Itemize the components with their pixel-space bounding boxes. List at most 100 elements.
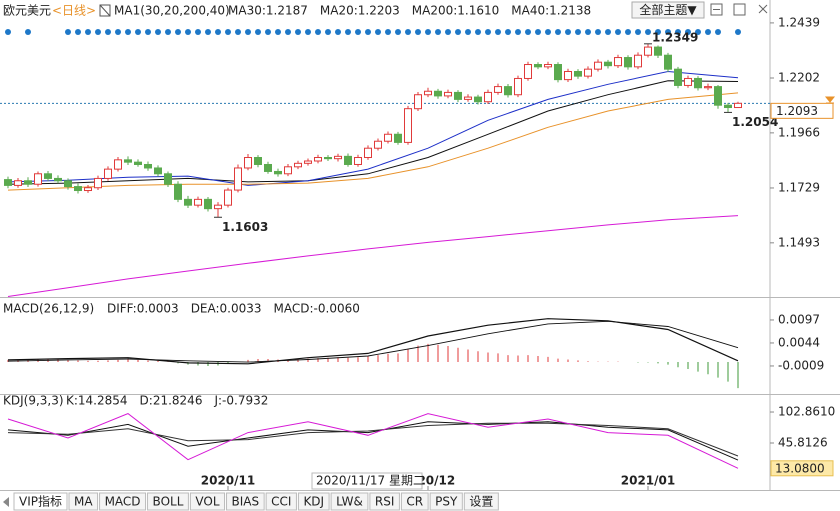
event-dot[interactable] (285, 29, 291, 35)
scroll-left[interactable] (3, 497, 9, 507)
event-dot[interactable] (225, 29, 231, 35)
candle-body (74, 186, 82, 192)
restore-button[interactable] (733, 3, 746, 16)
legend-label: DIFF:0.0003 (107, 302, 179, 316)
event-dot[interactable] (655, 29, 661, 35)
event-dot[interactable] (455, 29, 461, 35)
event-dot[interactable] (5, 29, 11, 35)
event-dot[interactable] (165, 29, 171, 35)
event-dot[interactable] (495, 29, 501, 35)
event-dot[interactable] (605, 29, 611, 35)
event-dot[interactable] (405, 29, 411, 35)
event-dot[interactable] (175, 29, 181, 35)
toolbar-tab[interactable] (226, 492, 265, 511)
event-dot[interactable] (715, 29, 721, 35)
event-dot[interactable] (265, 29, 271, 35)
event-dot[interactable] (385, 29, 391, 35)
event-dot[interactable] (145, 29, 151, 35)
event-dot[interactable] (675, 29, 681, 35)
toolbar-tab[interactable] (330, 492, 369, 511)
event-dot[interactable] (545, 29, 551, 35)
event-dot[interactable] (595, 29, 601, 35)
toolbar-tab[interactable] (68, 492, 99, 511)
event-dot[interactable] (155, 29, 161, 35)
event-dot[interactable] (25, 29, 31, 35)
event-dot[interactable] (245, 29, 251, 35)
toolbar-tab[interactable] (297, 492, 330, 511)
event-dot[interactable] (185, 29, 191, 35)
event-dot[interactable] (645, 29, 651, 35)
event-dot[interactable] (625, 29, 631, 35)
event-dot[interactable] (665, 29, 671, 35)
event-dot[interactable] (115, 29, 121, 35)
event-dot[interactable] (295, 29, 301, 35)
event-dot[interactable] (415, 29, 421, 35)
candle-body (44, 173, 52, 179)
event-dot[interactable] (485, 29, 491, 35)
toolbar-tab[interactable] (99, 492, 147, 511)
event-dot[interactable] (525, 29, 531, 35)
event-dot[interactable] (335, 29, 341, 35)
event-dot[interactable] (515, 29, 521, 35)
event-dot[interactable] (555, 29, 561, 35)
event-dot[interactable] (275, 29, 281, 35)
candle-body (294, 162, 302, 168)
event-dot[interactable] (325, 29, 331, 35)
event-dot[interactable] (235, 29, 241, 35)
event-dot[interactable] (305, 29, 311, 35)
event-dot[interactable] (75, 29, 81, 35)
theme-button[interactable] (631, 1, 705, 19)
event-dot[interactable] (635, 29, 641, 35)
event-dot[interactable] (505, 29, 511, 35)
toolbar-tab[interactable] (400, 492, 429, 511)
event-dot[interactable] (215, 29, 221, 35)
event-dot[interactable] (65, 29, 71, 35)
event-dot[interactable] (565, 29, 571, 35)
candle-body (394, 133, 402, 143)
minimize-button[interactable] (710, 3, 723, 16)
event-dot[interactable] (695, 29, 701, 35)
event-dot[interactable] (465, 29, 471, 35)
event-dot[interactable] (315, 29, 321, 35)
candle-body (654, 46, 662, 56)
event-dot[interactable] (345, 29, 351, 35)
period[interactable]: <日线> (52, 4, 96, 18)
event-dot[interactable] (125, 29, 131, 35)
candle-body (344, 155, 352, 165)
event-dot[interactable] (435, 29, 441, 35)
event-dot[interactable] (585, 29, 591, 35)
toolbar-tab[interactable] (463, 492, 499, 511)
close-button[interactable] (758, 4, 768, 14)
event-dot[interactable] (105, 29, 111, 35)
event-dot[interactable] (615, 29, 621, 35)
candle-body (534, 64, 542, 68)
legend-label: MA30:1.2187 (228, 4, 308, 18)
event-dot[interactable] (425, 29, 431, 35)
event-dot[interactable] (85, 29, 91, 35)
event-dot[interactable] (475, 29, 481, 35)
toolbar-tab[interactable] (13, 492, 68, 511)
event-dot[interactable] (535, 29, 541, 35)
event-dot[interactable] (375, 29, 381, 35)
toolbar-tab[interactable] (369, 492, 400, 511)
event-dot[interactable] (205, 29, 211, 35)
event-dot[interactable] (395, 29, 401, 35)
indicator-icon[interactable] (99, 4, 111, 17)
event-dot[interactable] (195, 29, 201, 35)
legend-label: MA200:1.1610 (412, 4, 500, 18)
event-dot[interactable] (735, 29, 741, 35)
event-dot[interactable] (365, 29, 371, 35)
event-dot[interactable] (705, 29, 711, 35)
event-dot[interactable] (355, 29, 361, 35)
event-dot[interactable] (445, 29, 451, 35)
event-dot[interactable] (685, 29, 691, 35)
event-dot[interactable] (135, 29, 141, 35)
toolbar-tab[interactable] (189, 492, 226, 511)
toolbar-tab[interactable] (265, 492, 297, 511)
toolbar-tab[interactable] (147, 492, 189, 511)
event-dot[interactable] (255, 29, 261, 35)
toolbar-tab[interactable] (429, 492, 463, 511)
event-dot[interactable] (95, 29, 101, 35)
event-dot[interactable] (575, 29, 581, 35)
